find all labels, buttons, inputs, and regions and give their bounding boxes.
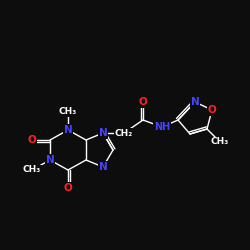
- Text: N: N: [98, 128, 108, 138]
- Text: CH₃: CH₃: [211, 138, 229, 146]
- Text: CH₃: CH₃: [59, 108, 77, 116]
- Text: O: O: [138, 97, 147, 107]
- Text: CH₃: CH₃: [23, 166, 41, 174]
- Text: N: N: [64, 125, 72, 135]
- Text: CH₂: CH₂: [115, 128, 133, 138]
- Text: O: O: [28, 135, 36, 145]
- Text: O: O: [208, 105, 216, 115]
- Text: N: N: [98, 162, 108, 172]
- Text: O: O: [64, 183, 72, 193]
- Text: NH: NH: [154, 122, 170, 132]
- Text: N: N: [191, 97, 200, 107]
- Text: N: N: [46, 155, 54, 165]
